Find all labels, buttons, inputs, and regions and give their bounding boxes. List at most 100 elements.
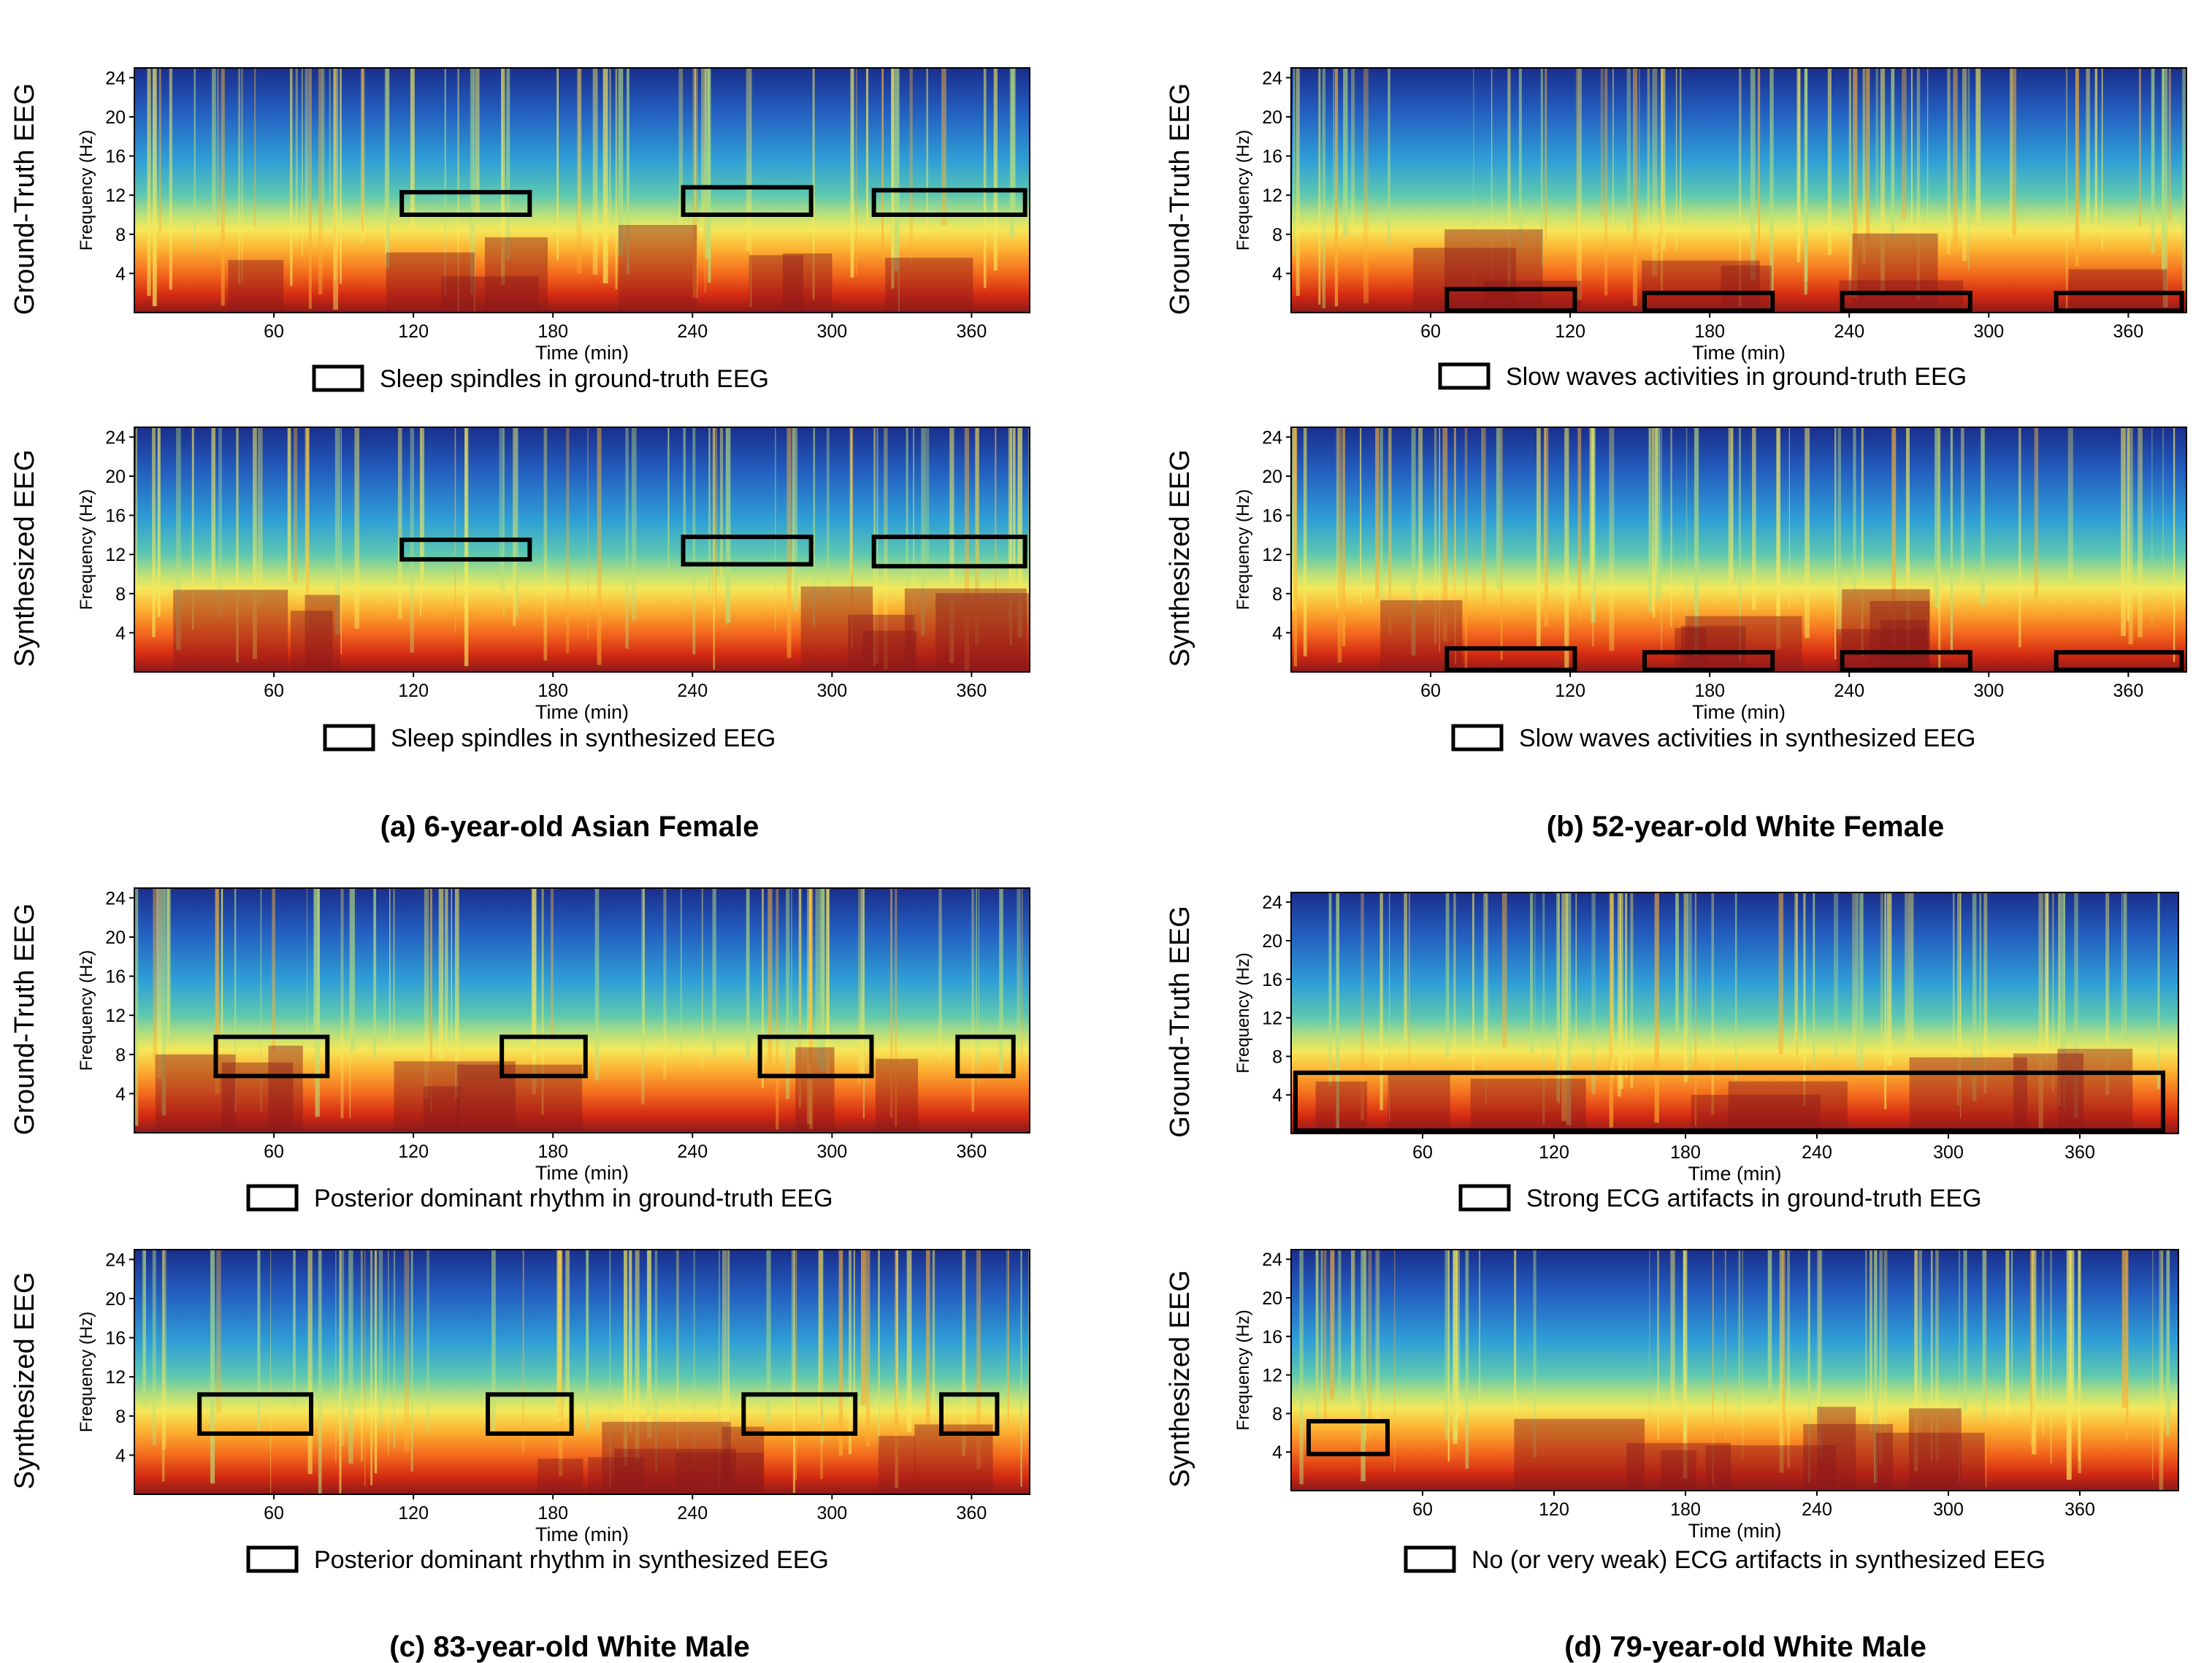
annotation-box (871, 188, 1027, 217)
annotation-box (197, 1392, 314, 1436)
x-axis-label: Time (min) (535, 342, 629, 364)
panel-d-bottom: 24 20 16 12 8 4 60 120 180 240 300 360 Time (min) Fre… (1165, 1249, 2179, 1574)
x-tick-label: 120 (1539, 1499, 1569, 1520)
y-tick-label: 16 (105, 147, 126, 167)
x-axis-label: Time (min) (1688, 1520, 1782, 1542)
panel-b-top: 24 20 16 12 8 4 60 120 180 240 300 360 Time (min) Fre… (1165, 67, 2187, 391)
y-tick-label: 4 (1272, 623, 1282, 643)
annotation-box (681, 535, 814, 567)
annotation-box (871, 535, 1027, 569)
x-tick-label: 300 (816, 1142, 847, 1162)
y-tick-label: 4 (115, 623, 126, 643)
x-tick-label: 240 (677, 1142, 708, 1162)
annotation-box (213, 1034, 330, 1079)
y-axis-label: Frequency (Hz) (77, 489, 96, 610)
x-tick-label: 180 (1694, 681, 1725, 701)
x-tick-label: 60 (1412, 1499, 1433, 1520)
y-tick-label: 20 (105, 928, 126, 948)
x-tick-label: 360 (2064, 1499, 2095, 1520)
y-tick-label: 24 (105, 888, 126, 909)
x-tick-label: 360 (957, 321, 987, 342)
x-tick-label: 60 (264, 1142, 284, 1162)
legend: Posterior dominant rhythm in synthesized… (246, 1545, 829, 1574)
x-tick-label: 240 (1802, 1142, 1832, 1163)
y-tick-label: 8 (1272, 1047, 1282, 1067)
y-axis-label: Frequency (Hz) (1233, 952, 1253, 1073)
y-tick-label: 24 (1262, 1250, 1282, 1270)
y-axis-label: Frequency (Hz) (77, 950, 96, 1071)
y-tick-label: 20 (1262, 107, 1282, 128)
legend: Posterior dominant rhythm in ground-trut… (246, 1184, 833, 1212)
y-tick-label: 16 (1262, 1327, 1282, 1347)
x-tick-label: 300 (1973, 321, 2004, 342)
annotation-box (1306, 1418, 1390, 1456)
x-tick-label: 120 (398, 1503, 429, 1524)
spectrogram-image (1291, 68, 2186, 313)
y-tick-label: 12 (105, 1367, 126, 1388)
spectrogram-image (1291, 892, 2178, 1133)
panel-a-bottom: 24 20 16 12 8 4 60 120 180 240 300 360 Time (min) Fre… (9, 427, 1030, 752)
y-tick-label: 16 (1262, 506, 1282, 527)
legend: Sleep spindles in ground-truth EEG (312, 364, 769, 393)
x-tick-label: 120 (1539, 1142, 1569, 1163)
x-tick-label: 120 (398, 321, 429, 342)
y-tick-label: 24 (1262, 68, 1282, 88)
legend-label: Sleep spindles in synthesized EEG (391, 725, 776, 752)
x-axis-label: Time (min) (1692, 342, 1786, 364)
y-tick-label: 12 (1262, 545, 1282, 565)
spectrogram-image (1291, 1250, 2178, 1491)
legend-label: Posterior dominant rhythm in synthesized… (314, 1546, 829, 1574)
row-label: Synthesized EEG (1165, 450, 1195, 668)
caption-a: (a) 6-year-old Asian Female (380, 811, 759, 843)
row-label: Synthesized EEG (9, 450, 40, 668)
annotation-box (1642, 291, 1775, 313)
x-tick-label: 360 (957, 1142, 987, 1162)
x-tick-label: 300 (816, 1503, 847, 1524)
annotation-box (399, 190, 532, 217)
x-tick-label: 300 (1933, 1499, 1964, 1520)
x-tick-label: 180 (537, 321, 568, 342)
x-tick-label: 300 (1933, 1142, 1964, 1163)
legend-box-icon (312, 364, 364, 392)
x-axis-label: Time (min) (535, 1162, 629, 1184)
y-tick-label: 4 (115, 264, 126, 284)
x-tick-label: 180 (537, 681, 568, 701)
annotation-box (681, 185, 814, 218)
x-tick-label: 60 (1420, 321, 1441, 342)
y-tick-label: 12 (1262, 1366, 1282, 1386)
legend-box-icon (323, 724, 375, 752)
caption-d: (d) 79-year-old White Male (1564, 1631, 1926, 1663)
x-tick-label: 360 (2064, 1142, 2095, 1163)
x-tick-label: 240 (1834, 321, 1864, 342)
y-tick-label: 12 (105, 1006, 126, 1026)
panel-c-top: 24 20 16 12 8 4 60 120 180 240 300 360 Time (min) Fre… (9, 887, 1030, 1212)
y-tick-label: 20 (105, 1289, 126, 1310)
legend-box-icon (246, 1184, 299, 1212)
y-tick-label: 16 (105, 1329, 126, 1349)
legend-label: Slow waves activities in synthesized EEG (1519, 725, 1975, 752)
x-tick-label: 240 (677, 681, 708, 701)
x-tick-label: 240 (1802, 1499, 1832, 1520)
y-tick-label: 8 (115, 1407, 126, 1427)
legend-label: No (or very weak) ECG artifacts in synth… (1472, 1546, 2045, 1574)
row-label: Ground-Truth EEG (1165, 83, 1195, 316)
y-tick-label: 4 (115, 1445, 126, 1466)
legend-label: Sleep spindles in ground-truth EEG (380, 365, 769, 393)
y-tick-label: 20 (105, 467, 126, 487)
annotation-box (486, 1392, 574, 1436)
annotation-box (1444, 646, 1577, 673)
legend: Slow waves activities in ground-truth EE… (1438, 362, 1967, 391)
y-tick-label: 8 (115, 225, 126, 245)
y-tick-label: 8 (115, 584, 126, 605)
x-tick-label: 360 (2113, 681, 2144, 701)
panel-a-top: 24 20 16 12 8 4 60 120 180 240 300 360 Time (min) Fre… (9, 67, 1030, 393)
annotation-box (1642, 650, 1775, 673)
x-tick-label: 60 (264, 681, 284, 701)
annotation-box (1840, 650, 1972, 673)
spectrogram-image (134, 427, 1030, 672)
x-axis-label: Time (min) (1692, 701, 1786, 723)
annotation-box (938, 1392, 1000, 1436)
panel-c-bottom: 24 20 16 12 8 4 60 120 180 240 300 360 Time (min) Fre… (9, 1249, 1030, 1574)
y-tick-label: 16 (1262, 147, 1282, 167)
